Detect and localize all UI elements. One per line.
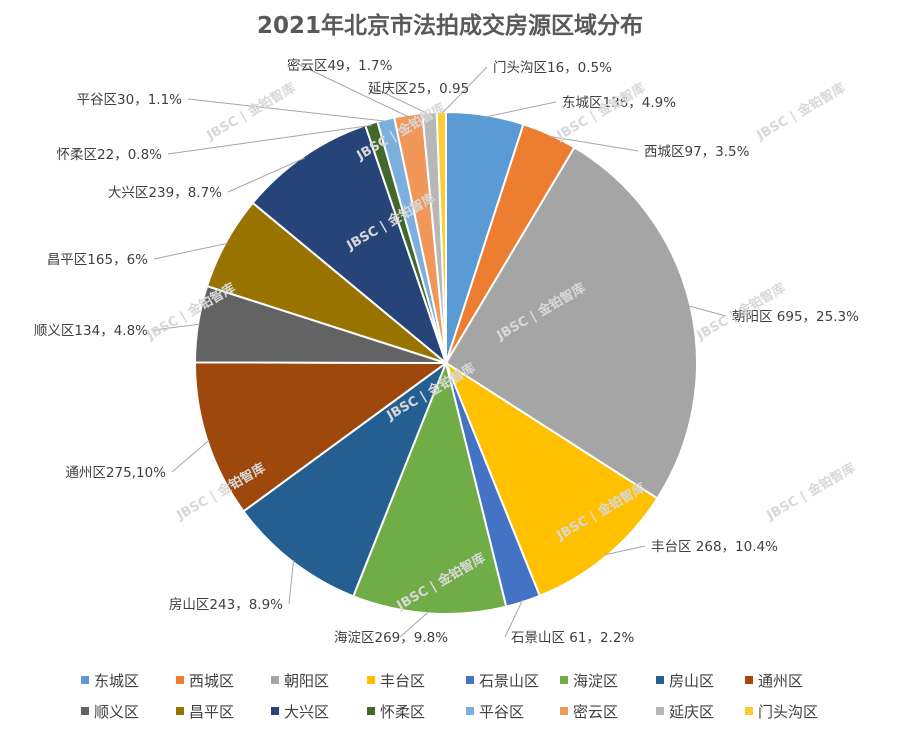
legend-swatch (367, 707, 375, 715)
leader-line-8 (171, 439, 210, 473)
legend-item-8: 通州区 (745, 672, 803, 690)
legend-label: 昌平区 (189, 703, 234, 721)
legend-item-5: 石景山区 (466, 672, 539, 690)
data-label-4: 丰台区 268，10.4% (651, 539, 778, 555)
legend-swatch (466, 676, 474, 684)
leader-line-13 (187, 98, 387, 122)
legend-swatch (81, 707, 89, 715)
leader-line-9 (153, 323, 201, 331)
legend-swatch (176, 707, 184, 715)
legend-item-7: 房山区 (656, 672, 714, 690)
legend-swatch (271, 676, 279, 684)
slice-8 (194, 361, 450, 513)
legend-label: 门头沟区 (758, 703, 818, 721)
data-label-2: 西城区97，3.5% (644, 144, 750, 160)
data-label-11: 大兴区239，8.7% (108, 185, 222, 201)
legend-label: 丰台区 (380, 672, 425, 690)
data-label-14: 密云区49，1.7% (287, 57, 393, 74)
legend-swatch (560, 676, 568, 684)
chart-title: 2021年北京市法拍成交房源区域分布 (257, 12, 643, 39)
legend-item-1: 东城区 (81, 672, 139, 690)
legend-item-3: 朝阳区 (271, 672, 329, 690)
legend-label: 大兴区 (284, 703, 329, 721)
data-label-3: 朝阳区 695，25.3% (732, 309, 859, 325)
legend-label: 平谷区 (479, 703, 524, 721)
legend-item-16: 门头沟区 (745, 703, 818, 721)
legend-item-6: 海淀区 (560, 672, 618, 690)
leader-line-7 (288, 559, 295, 605)
data-labels: 东城区136，4.9% 西城区97，3.5% 朝阳区 695，25.3% 丰台区 26… (34, 57, 859, 646)
legend-item-4: 丰台区 (367, 672, 425, 690)
legend-item-14: 密云区 (560, 703, 618, 721)
watermark-3: JBSC | 金铂智库 (553, 80, 648, 144)
leader-line-14 (299, 64, 409, 118)
pie-slices (193, 110, 699, 615)
legend-label: 朝阳区 (284, 672, 329, 690)
data-label-16: 门头沟区16，0.5% (493, 60, 612, 76)
legend-swatch (560, 707, 568, 715)
legend-label: 通州区 (758, 672, 803, 690)
leader-line-4 (604, 545, 646, 556)
leader-line-11 (227, 157, 305, 193)
data-label-10: 昌平区165，6% (47, 252, 148, 268)
leader-line-5 (504, 599, 524, 638)
watermark-4: JBSC | 金铂智库 (753, 80, 848, 144)
legend-swatch (81, 676, 89, 684)
data-label-15: 延庆区25，0.95 (368, 81, 469, 97)
legend-item-2: 西城区 (176, 672, 234, 690)
legend-label: 房山区 (669, 672, 714, 690)
slice-4 (443, 360, 659, 598)
legend-label: 顺义区 (94, 703, 139, 721)
legend-swatch (656, 707, 664, 715)
legend-item-15: 延庆区 (656, 703, 714, 721)
slice-7 (242, 360, 449, 598)
data-label-9: 顺义区134，4.8% (34, 323, 148, 339)
legend-label: 西城区 (189, 672, 234, 690)
legend-label: 怀柔区 (380, 703, 425, 721)
legend-item-10: 昌平区 (176, 703, 234, 721)
legend-item-13: 平谷区 (466, 703, 524, 721)
legend-label: 密云区 (573, 703, 618, 721)
legend-swatch (466, 707, 474, 715)
leader-line-6 (399, 611, 430, 638)
legend-swatch (367, 676, 375, 684)
slice-16 (435, 110, 447, 364)
data-label-13: 平谷区30，1.1% (77, 92, 183, 108)
leader-line-2 (548, 135, 639, 152)
data-label-7: 房山区243，8.9% (169, 597, 283, 613)
data-label-1: 东城区136，4.9% (562, 95, 676, 111)
leader-line-16 (441, 66, 488, 115)
label-leader-lines (153, 64, 727, 638)
data-label-8: 通州区275,10% (65, 465, 166, 481)
legend-item-11: 大兴区 (271, 703, 329, 721)
legend-label: 石景山区 (479, 672, 539, 690)
leader-line-12 (167, 124, 372, 155)
legend-label: 延庆区 (669, 703, 714, 721)
data-label-12: 怀柔区22，0.8% (57, 147, 163, 163)
leader-line-3 (688, 305, 727, 317)
watermark-12: JBSC | 金铂智库 (763, 460, 858, 524)
leader-line-10 (153, 242, 228, 260)
legend-label: 海淀区 (573, 672, 618, 690)
leader-line-1 (484, 101, 557, 118)
data-label-6: 海淀区269，9.8% (334, 630, 448, 646)
slice-3 (444, 146, 699, 500)
legend-item-9: 顺义区 (81, 703, 139, 721)
legend-swatch (745, 707, 753, 715)
watermark-1: JBSC | 金铂智库 (203, 80, 298, 144)
leader-line-15 (373, 87, 430, 115)
legend-swatch (176, 676, 184, 684)
legend-swatch (745, 676, 753, 684)
legend-label: 东城区 (94, 672, 139, 690)
legend-swatch (656, 676, 664, 684)
slice-6 (352, 359, 508, 615)
data-label-5: 石景山区 61，2.2% (511, 630, 634, 646)
legend-item-12: 怀柔区 (367, 703, 425, 721)
legend-swatch (271, 707, 279, 715)
